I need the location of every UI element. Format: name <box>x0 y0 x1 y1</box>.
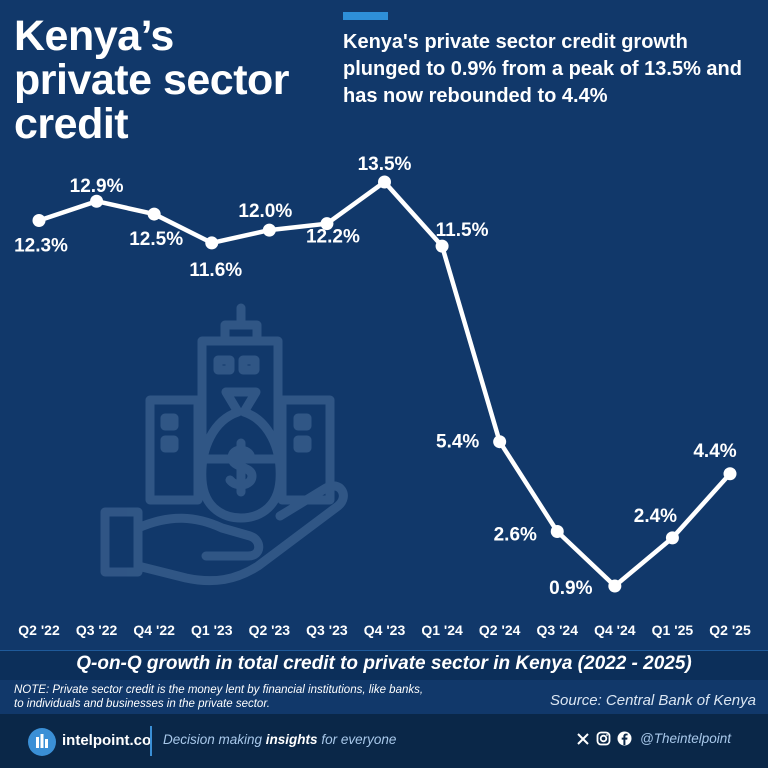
footer-divider <box>150 726 152 756</box>
x-tick-label: Q1 '24 <box>421 622 463 638</box>
data-label: 4.4% <box>693 441 736 462</box>
x-icon[interactable] <box>576 732 590 746</box>
brand-logo-icon <box>28 728 56 756</box>
brand-name[interactable]: intelpoint.co <box>62 732 152 749</box>
data-point <box>147 207 161 221</box>
data-label: 12.2% <box>306 227 360 248</box>
x-tick-label: Q3 '23 <box>306 622 348 638</box>
data-points <box>32 175 737 593</box>
footer <box>0 714 768 768</box>
facebook-icon[interactable] <box>617 731 632 746</box>
x-tick-label: Q4 '22 <box>133 622 175 638</box>
note-text: NOTE: Private sector credit is the money… <box>14 684 424 710</box>
page-title: Kenya’s private sector credit <box>14 12 290 148</box>
data-point <box>665 531 679 545</box>
data-point <box>550 524 564 538</box>
x-tick-label: Q4 '23 <box>364 622 406 638</box>
subtitle: Kenya's private sector credit growth plu… <box>343 31 742 107</box>
line-chart: Q2 '22 Q3 '22 Q4 '22 Q1 '23 Q2 '23 Q3 '23 Q4 '… <box>14 154 751 638</box>
data-label: 2.4% <box>634 506 677 527</box>
data-point <box>262 223 276 237</box>
chart-caption: Q-on-Q growth in total credit to private… <box>76 653 692 674</box>
x-tick-label: Q3 '24 <box>537 622 579 638</box>
x-tick-label: Q1 '25 <box>652 622 694 638</box>
data-label: 11.6% <box>189 260 242 281</box>
x-axis-tick-labels: Q2 '22 Q3 '22 Q4 '22 Q1 '23 Q2 '23 Q3 '23 Q4 '… <box>18 622 751 638</box>
accent-bar <box>343 12 388 20</box>
data-point <box>320 217 334 231</box>
data-label: 12.5% <box>129 229 183 250</box>
caption-band <box>0 650 768 680</box>
data-point <box>205 236 219 250</box>
data-point <box>435 239 449 253</box>
tagline: Decision making insights for everyone <box>163 732 397 747</box>
data-labels: 12.3% 12.9% 12.5% 11.6% 12.0% 12.2% 13.5% 11.5%… <box>14 154 737 599</box>
data-label: 0.9% <box>549 578 592 599</box>
data-label: 12.0% <box>238 201 292 222</box>
social-handle[interactable]: @Theintelpoint <box>640 731 732 746</box>
x-tick-label: Q1 '23 <box>191 622 233 638</box>
x-tick-label: Q4 '24 <box>594 622 636 638</box>
data-label: 12.9% <box>70 176 124 197</box>
data-label: 13.5% <box>358 154 412 175</box>
data-point <box>90 194 104 208</box>
data-point <box>608 579 622 593</box>
x-tick-label: Q2 '24 <box>479 622 521 638</box>
data-label: 5.4% <box>436 432 479 453</box>
x-tick-label: Q2 '22 <box>18 622 60 638</box>
data-point <box>378 175 391 189</box>
data-point <box>493 435 507 449</box>
social-links: @Theintelpoint <box>576 731 731 746</box>
x-tick-label: Q3 '22 <box>76 622 118 638</box>
data-point <box>723 467 737 481</box>
data-label: 2.6% <box>494 524 537 545</box>
data-label: 11.5% <box>436 220 489 241</box>
source-text: Source: Central Bank of Kenya <box>550 692 756 709</box>
money-hand-illustration <box>100 303 348 586</box>
instagram-icon[interactable] <box>596 731 611 746</box>
data-label: 12.3% <box>14 235 68 256</box>
x-tick-label: Q2 '23 <box>249 622 291 638</box>
x-tick-label: Q2 '25 <box>709 622 751 638</box>
data-point <box>32 213 46 227</box>
